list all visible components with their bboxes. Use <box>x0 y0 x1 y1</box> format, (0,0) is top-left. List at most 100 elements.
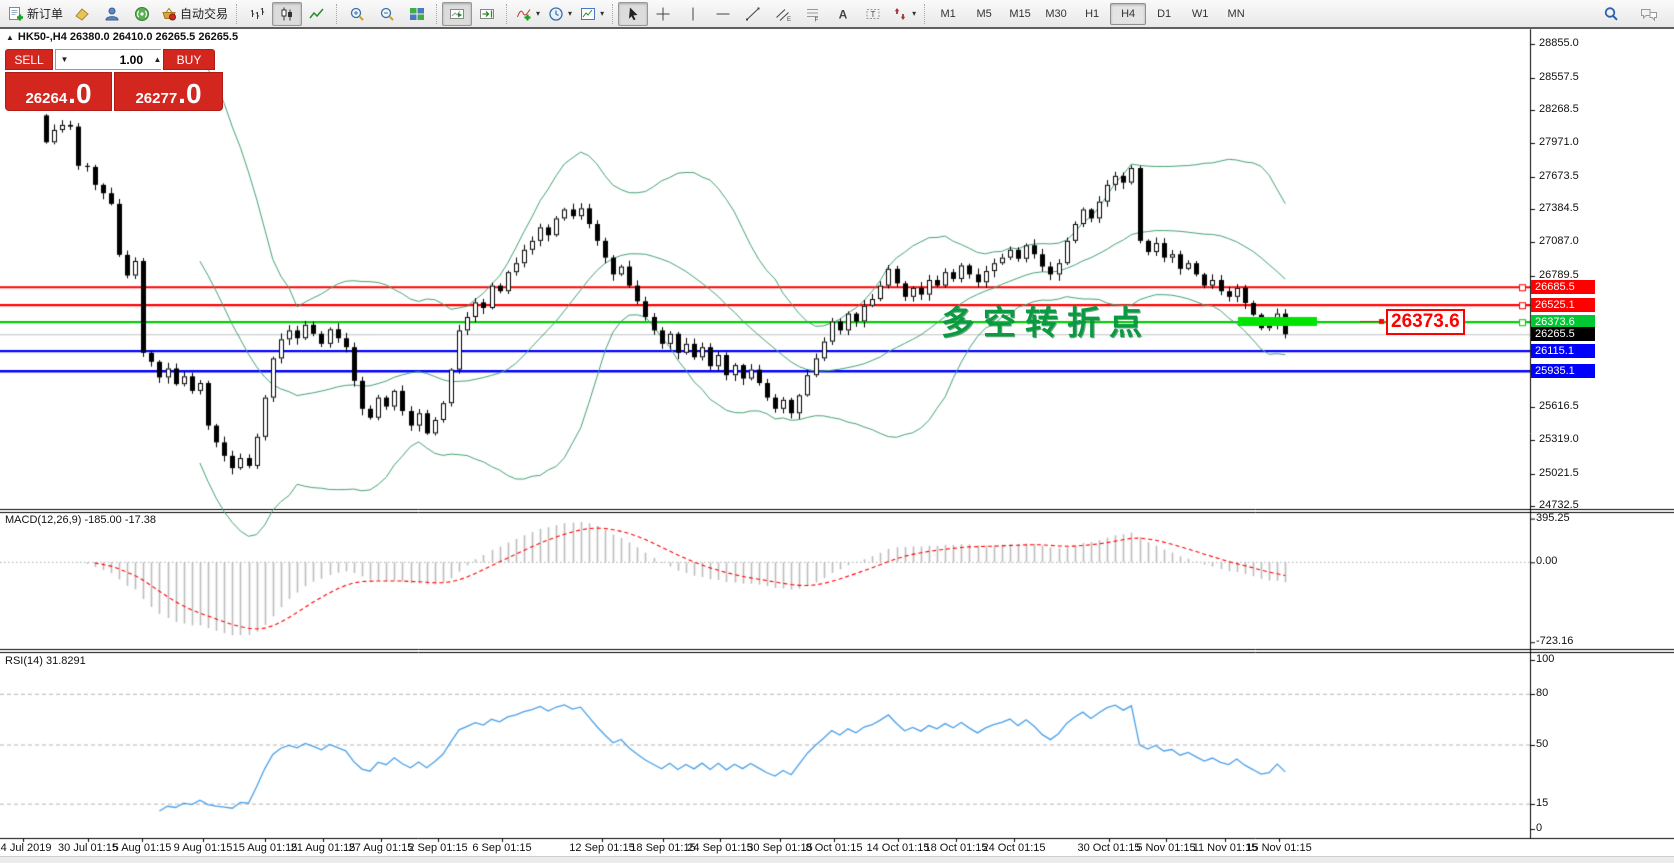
time-axis-label: 12 Sep 01:15 <box>569 842 635 854</box>
search-button[interactable] <box>1596 2 1626 26</box>
autotrading-button[interactable]: 自动交易 <box>157 2 232 26</box>
vertical-line-icon <box>692 7 694 20</box>
time-axis-label: 14 Oct 01:15 <box>866 842 930 854</box>
time-axis-label: 9 Aug 01:15 <box>173 842 233 854</box>
price-level-tag: 25935.1 <box>1531 364 1595 379</box>
templates-icon[interactable]: ▾ <box>576 2 608 26</box>
time-axis-label: 18 Oct 01:15 <box>924 842 988 854</box>
price-axis-tick: 28855.0 <box>1539 37 1579 50</box>
chart-symbol-header: ▲ HK50-,H4 26380.0 26410.0 26265.5 26265… <box>6 31 238 43</box>
price-axis-tick: 24732.5 <box>1539 498 1579 511</box>
zoom-out-icon[interactable] <box>372 2 402 26</box>
periods-icon[interactable]: ▾ <box>544 2 576 26</box>
buy-button[interactable]: BUY <box>163 49 215 70</box>
symbol-ohlc-text: HK50-,H4 26380.0 26410.0 26265.5 26265.5 <box>17 31 239 43</box>
toolbar-separator <box>236 3 238 24</box>
timeframe-w1-button[interactable]: W1 <box>1191 7 1209 20</box>
toolbar-separator <box>506 3 508 24</box>
rsi-axis-tick: 50 <box>1536 737 1549 750</box>
new-order-label: 新订单 <box>27 7 64 21</box>
line-chart-icon[interactable] <box>302 2 332 26</box>
volume-increase-button[interactable]: ▲ <box>149 50 166 69</box>
timeframe-m30-button[interactable]: M30 <box>1045 7 1067 20</box>
indicators-icon[interactable]: ▾ <box>512 2 544 26</box>
price-level-tag: 26373.6 <box>1531 315 1595 330</box>
toolbar-separator <box>924 3 926 24</box>
timeframe-m1-button[interactable]: M1 <box>940 7 956 20</box>
volume-input[interactable] <box>73 50 149 69</box>
zoom-in-icon[interactable] <box>342 2 372 26</box>
chat-button[interactable] <box>1634 2 1664 26</box>
price-axis-tick: 27673.5 <box>1539 169 1579 182</box>
macd-axis-tick: 395.25 <box>1536 511 1570 524</box>
text-icon[interactable]: A <box>828 2 858 26</box>
time-axis-label: 27 Aug 01:15 <box>348 842 414 854</box>
rsi-axis-tick: 15 <box>1536 796 1549 809</box>
timeframe-h1-button[interactable]: H1 <box>1085 7 1100 20</box>
templates-dropdown-caret[interactable]: ▾ <box>600 9 605 18</box>
arrows-dropdown-caret[interactable]: ▾ <box>912 9 917 18</box>
time-axis-label: 30 Jul 01:15 <box>58 842 118 854</box>
crosshair-icon[interactable] <box>648 2 678 26</box>
profile-icon[interactable] <box>97 2 127 26</box>
timeframe-m15-button[interactable]: M15 <box>1009 7 1031 20</box>
bar-chart-icon[interactable] <box>242 2 272 26</box>
chart-shift-icon[interactable] <box>472 2 502 26</box>
price-axis-tick: 27971.0 <box>1539 136 1579 149</box>
text-label-icon[interactable]: T <box>858 2 888 26</box>
chat-icon <box>1641 8 1657 21</box>
periods-dropdown-caret[interactable]: ▾ <box>568 9 573 18</box>
volume-decrease-button[interactable]: ▼ <box>56 50 73 69</box>
search-icon <box>1604 6 1618 21</box>
signal-icon[interactable] <box>127 2 157 26</box>
buy-price-box[interactable]: 26277 .0 <box>114 72 223 111</box>
timeframe-d1-button[interactable]: D1 <box>1157 7 1172 20</box>
svg-text:E: E <box>787 17 791 22</box>
toolbar-right-icons <box>1596 2 1670 26</box>
time-axis-label: 15 Aug 01:15 <box>232 842 298 854</box>
eraser-icon[interactable] <box>67 2 97 26</box>
equidistant-channel-icon[interactable]: E <box>768 2 798 26</box>
signal-icon <box>135 6 150 21</box>
cursor-icon <box>629 7 638 20</box>
autotrading-icon <box>162 7 177 20</box>
auto-scroll-icon <box>450 8 465 19</box>
chart-shift-icon <box>480 8 495 19</box>
text-label-icon: T <box>866 8 880 19</box>
time-axis-label: 30 Sep 01:15 <box>747 842 813 854</box>
time-axis-label: 15 Nov 01:15 <box>1246 842 1312 854</box>
cursor-icon[interactable] <box>618 1 649 26</box>
tile-windows-icon[interactable] <box>402 2 432 26</box>
horizontal-line-icon[interactable] <box>708 2 738 26</box>
time-axis-label: 30 Oct 01:15 <box>1077 842 1141 854</box>
price-axis-tick: 28268.5 <box>1539 102 1579 115</box>
trendline-icon[interactable] <box>738 2 768 26</box>
macd-axis-tick: 0.00 <box>1536 555 1558 568</box>
indicators-dropdown-caret[interactable]: ▾ <box>536 9 541 18</box>
sell-price-box[interactable]: 26264 .0 <box>5 72 112 111</box>
crosshair-icon <box>656 7 670 20</box>
tile-windows-icon <box>410 7 425 20</box>
auto-scroll-icon[interactable] <box>442 1 473 26</box>
collapse-triangle-icon[interactable]: ▲ <box>6 32 14 42</box>
horizontal-line-icon <box>716 13 730 14</box>
price-axis-tick: 25616.5 <box>1539 399 1579 412</box>
vertical-line-icon[interactable] <box>678 2 708 26</box>
rsi-axis-tick: 0 <box>1536 822 1543 834</box>
timeframe-mn-button[interactable]: MN <box>1227 7 1245 20</box>
arrows-icon[interactable]: ▾ <box>888 2 920 26</box>
timeframe-h4-button[interactable]: H4 <box>1110 2 1147 25</box>
fibonacci-icon[interactable]: F <box>798 2 828 26</box>
price-axis-tick: 26789.5 <box>1539 268 1579 281</box>
candlestick-icon[interactable] <box>272 1 303 26</box>
buy-price-decimal: .0 <box>178 78 202 109</box>
price-axis-tick: 27087.0 <box>1539 235 1579 248</box>
timeframe-m5-button[interactable]: M5 <box>976 7 992 20</box>
sell-price-main: 26264 <box>25 90 68 107</box>
price-axis-tick: 25319.0 <box>1539 433 1579 446</box>
sell-button[interactable]: SELL <box>5 49 53 70</box>
line-chart-icon <box>309 8 324 18</box>
toolbar: 新订单 自动交易 ▾ ▾ ▾ E F A T ▾ M1 M5 M15 M30 H1 H4 D1 W1 MN <box>0 0 1674 27</box>
new-order-button[interactable]: 新订单 <box>4 2 67 26</box>
